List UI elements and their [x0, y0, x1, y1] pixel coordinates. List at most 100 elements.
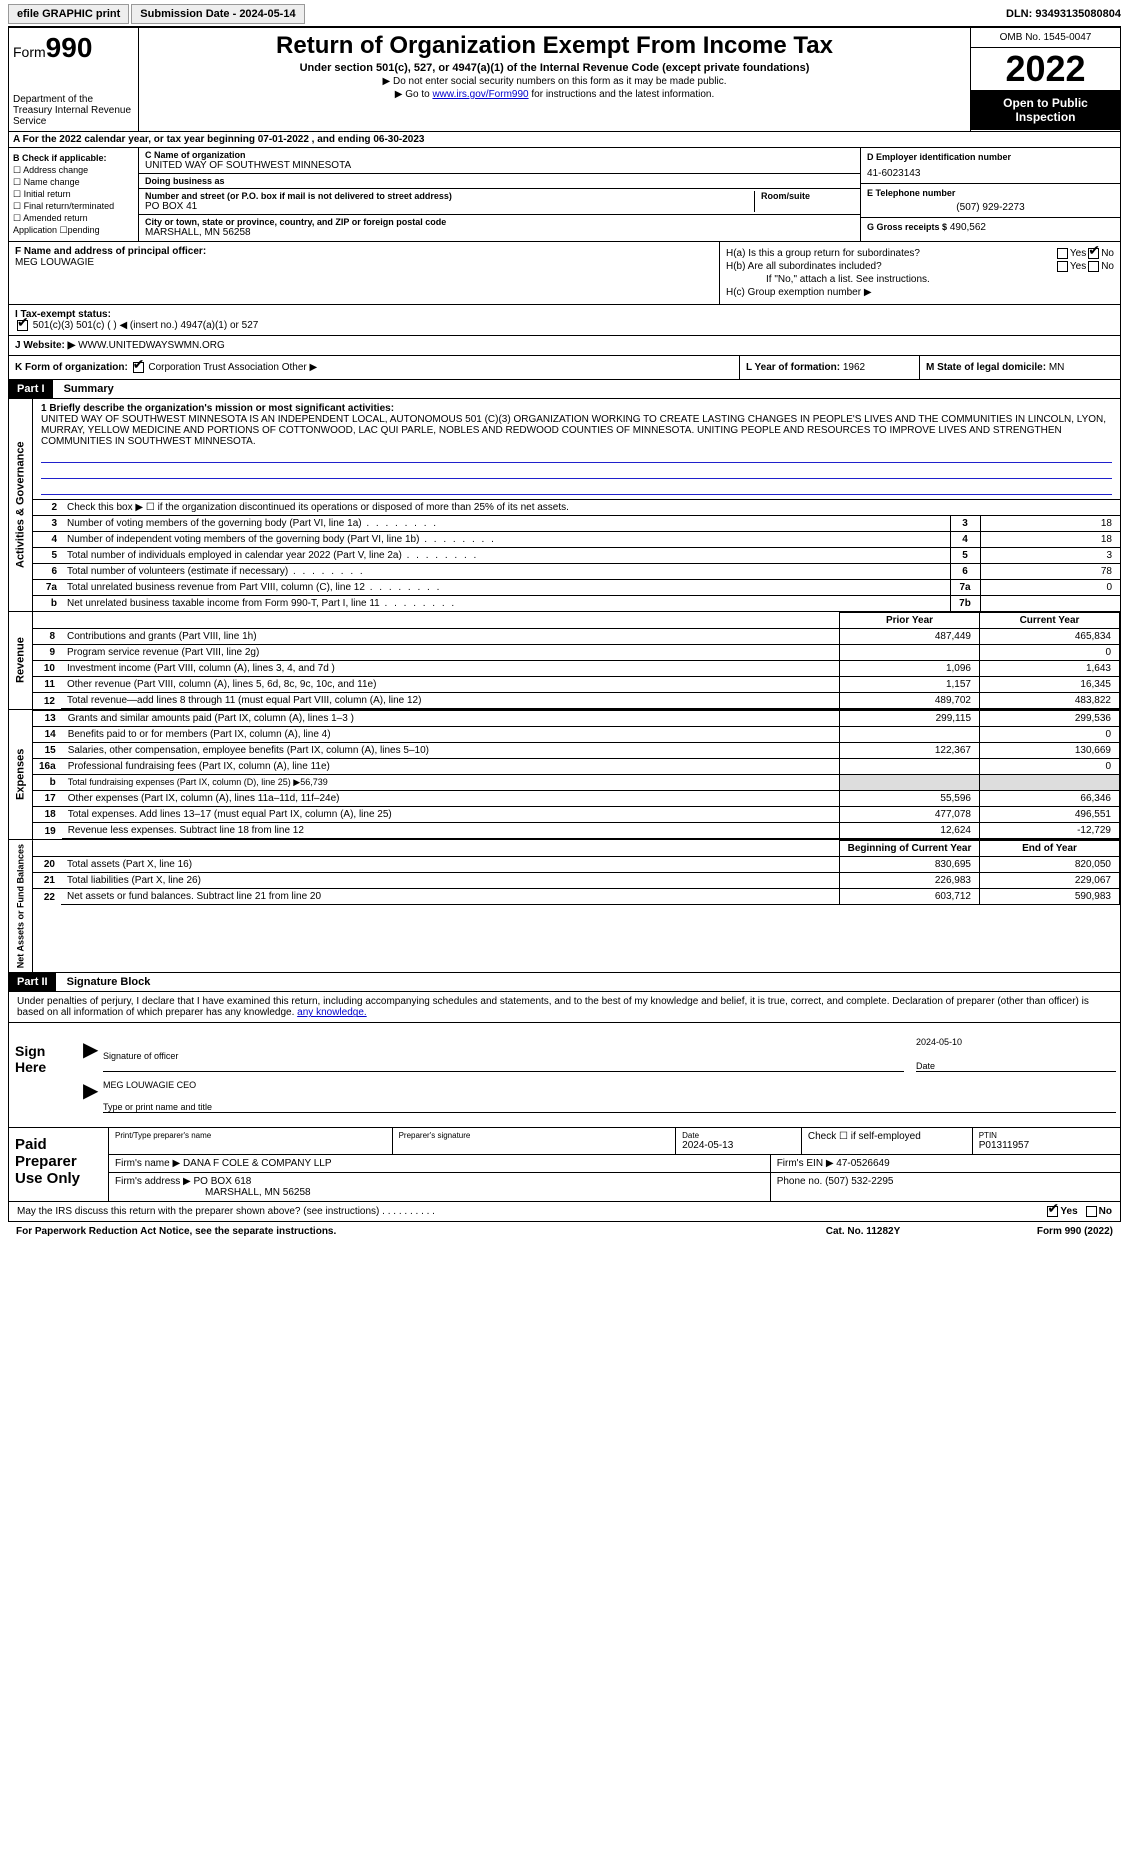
- submission-date-button[interactable]: Submission Date - 2024-05-14: [131, 4, 304, 24]
- city-value: MARSHALL, MN 56258: [145, 227, 854, 238]
- expenses-table: 13Grants and similar amounts paid (Part …: [33, 710, 1120, 839]
- sig-arrow-icon: ▶: [83, 1037, 103, 1072]
- section-fh: F Name and address of principal officer:…: [8, 242, 1121, 305]
- line-5: 5Total number of individuals employed in…: [33, 548, 1120, 564]
- ha-label: H(a) Is this a group return for subordin…: [726, 248, 1055, 259]
- ha-yes-checkbox[interactable]: [1057, 248, 1068, 259]
- efile-print-button[interactable]: efile GRAPHIC print: [8, 4, 129, 24]
- preparer-body: Print/Type preparer's name Preparer's si…: [109, 1128, 1120, 1201]
- chk-corporation[interactable]: [133, 362, 144, 373]
- footer-mid: Cat. No. 11282Y: [763, 1226, 963, 1237]
- chk-application-pending[interactable]: Application ☐pending: [13, 225, 134, 236]
- dln-label: DLN: 93493135080804: [1006, 8, 1121, 20]
- mission-label: 1 Briefly describe the organization's mi…: [41, 403, 1112, 414]
- dba-label: Doing business as: [145, 176, 854, 186]
- street-label: Number and street (or P.O. box if mail i…: [145, 191, 754, 201]
- irs-link[interactable]: www.irs.gov/Form990: [432, 89, 528, 100]
- boy-header: Beginning of Current Year: [840, 841, 980, 857]
- hb-note: If "No," attach a list. See instructions…: [726, 274, 1114, 285]
- vert-expenses: Expenses: [9, 710, 33, 839]
- form-title: Return of Organization Exempt From Incom…: [145, 32, 964, 60]
- line-7a-text: Total unrelated business revenue from Pa…: [61, 580, 950, 596]
- line-7a-val: 0: [980, 580, 1120, 596]
- officer-name: MEG LOUWAGIE: [15, 257, 713, 268]
- form-number: Form990: [13, 32, 134, 64]
- discuss-text: May the IRS discuss this return with the…: [17, 1206, 1045, 1217]
- room-label: Room/suite: [761, 191, 854, 201]
- org-name-row: C Name of organization UNITED WAY OF SOU…: [139, 148, 860, 174]
- preparer-label: Paid Preparer Use Only: [9, 1128, 109, 1201]
- revenue-content: Prior Year Current Year 8Contributions a…: [33, 612, 1120, 709]
- blank-line: [41, 449, 1112, 463]
- chk-address-change[interactable]: ☐ Address change: [13, 165, 134, 176]
- chk-501c3[interactable]: [17, 320, 28, 331]
- prep-print-label: Print/Type preparer's name: [115, 1131, 386, 1140]
- website-label: J Website: ▶: [15, 340, 75, 351]
- blank-line: [41, 481, 1112, 495]
- current-year-header: Current Year: [980, 613, 1120, 629]
- footer-row: For Paperwork Reduction Act Notice, see …: [8, 1222, 1121, 1241]
- table-row: 10Investment income (Part VIII, column (…: [33, 661, 1120, 677]
- city-label: City or town, state or province, country…: [145, 217, 854, 227]
- hc-row: H(c) Group exemption number ▶: [726, 287, 1114, 298]
- firm-name-label: Firm's name ▶: [115, 1158, 180, 1169]
- eoy-header: End of Year: [980, 841, 1120, 857]
- ha-no-checkbox[interactable]: [1088, 248, 1099, 259]
- sig-officer-cell[interactable]: Signature of officer: [103, 1037, 904, 1072]
- prior-year-header: Prior Year: [840, 613, 980, 629]
- chk-initial-return[interactable]: ☐ Initial return: [13, 189, 134, 200]
- open-to-public: Open to Public Inspection: [971, 90, 1120, 130]
- mission-block: 1 Briefly describe the organization's mi…: [33, 399, 1120, 499]
- any-knowledge-link[interactable]: any knowledge.: [297, 1007, 367, 1018]
- hc-label: H(c) Group exemption number ▶: [726, 287, 872, 298]
- ptin-value: P01311957: [979, 1140, 1114, 1151]
- firm-addr-value: PO BOX 618: [194, 1176, 252, 1187]
- line-7b-num: 7b: [950, 596, 980, 612]
- hb-no-checkbox[interactable]: [1088, 261, 1099, 272]
- discuss-no-checkbox[interactable]: [1086, 1206, 1097, 1217]
- mission-text: UNITED WAY OF SOUTHWEST MINNESOTA IS AN …: [41, 414, 1112, 447]
- prep-check-label[interactable]: Check ☐ if self-employed: [808, 1131, 966, 1142]
- expenses-section: Expenses 13Grants and similar amounts pa…: [8, 710, 1121, 840]
- goto-post: for instructions and the latest informat…: [529, 89, 715, 100]
- line-3-num: 3: [950, 516, 980, 532]
- hb-yes-checkbox[interactable]: [1057, 261, 1068, 272]
- phone-value: (507) 929-2273: [867, 202, 1114, 213]
- prep-date-value: 2024-05-13: [682, 1140, 795, 1151]
- discuss-yes-checkbox[interactable]: [1047, 1206, 1058, 1217]
- gov-content: 1 Briefly describe the organization's mi…: [33, 399, 1120, 611]
- chk-name-change[interactable]: ☐ Name change: [13, 177, 134, 188]
- col-h-group: H(a) Is this a group return for subordin…: [720, 242, 1120, 304]
- ptin-label: PTIN: [979, 1131, 1114, 1140]
- line-6: 6Total number of volunteers (estimate if…: [33, 564, 1120, 580]
- omb-number: OMB No. 1545-0047: [971, 28, 1120, 48]
- street-row: Number and street (or P.O. box if mail i…: [139, 189, 860, 215]
- vert-governance: Activities & Governance: [9, 399, 33, 611]
- topbar: efile GRAPHIC print Submission Date - 20…: [8, 4, 1121, 27]
- gross-label: G Gross receipts $: [867, 222, 947, 232]
- sig-line-2: ▶ MEG LOUWAGIE CEO Type or print name an…: [83, 1078, 1116, 1113]
- chk-amended[interactable]: ☐ Amended return: [13, 213, 134, 224]
- prep-row-3: Firm's address ▶ PO BOX 618 MARSHALL, MN…: [109, 1173, 1120, 1201]
- part1-header-row: Part I Summary: [8, 380, 1121, 399]
- sig-name-label: Type or print name and title: [103, 1102, 212, 1112]
- firm-addr-label: Firm's address ▶: [115, 1176, 191, 1187]
- chk-final-return[interactable]: ☐ Final return/terminated: [13, 201, 134, 212]
- state-domicile-label: M State of legal domicile:: [926, 362, 1046, 373]
- ssn-note: ▶ Do not enter social security numbers o…: [145, 76, 964, 87]
- gross-row: G Gross receipts $ 490,562: [861, 218, 1120, 241]
- line-3: 3Number of voting members of the governi…: [33, 516, 1120, 532]
- line-6-val: 78: [980, 564, 1120, 580]
- col-b-header: B Check if applicable:: [13, 153, 134, 163]
- phone-row: E Telephone number (507) 929-2273: [861, 184, 1120, 218]
- vert-revenue: Revenue: [9, 612, 33, 709]
- form-org-options: Corporation Trust Association Other ▶: [148, 362, 317, 373]
- line-4: 4Number of independent voting members of…: [33, 532, 1120, 548]
- table-row: 16aProfessional fundraising fees (Part I…: [33, 759, 1120, 775]
- header-right: OMB No. 1545-0047 2022 Open to Public In…: [970, 28, 1120, 131]
- col-f-officer: F Name and address of principal officer:…: [9, 242, 720, 304]
- hb-row: H(b) Are all subordinates included? Yes …: [726, 261, 1114, 272]
- sig-name-cell: MEG LOUWAGIE CEO Type or print name and …: [103, 1078, 1116, 1113]
- discuss-row: May the IRS discuss this return with the…: [8, 1202, 1121, 1222]
- prep-sig-label: Preparer's signature: [399, 1131, 670, 1140]
